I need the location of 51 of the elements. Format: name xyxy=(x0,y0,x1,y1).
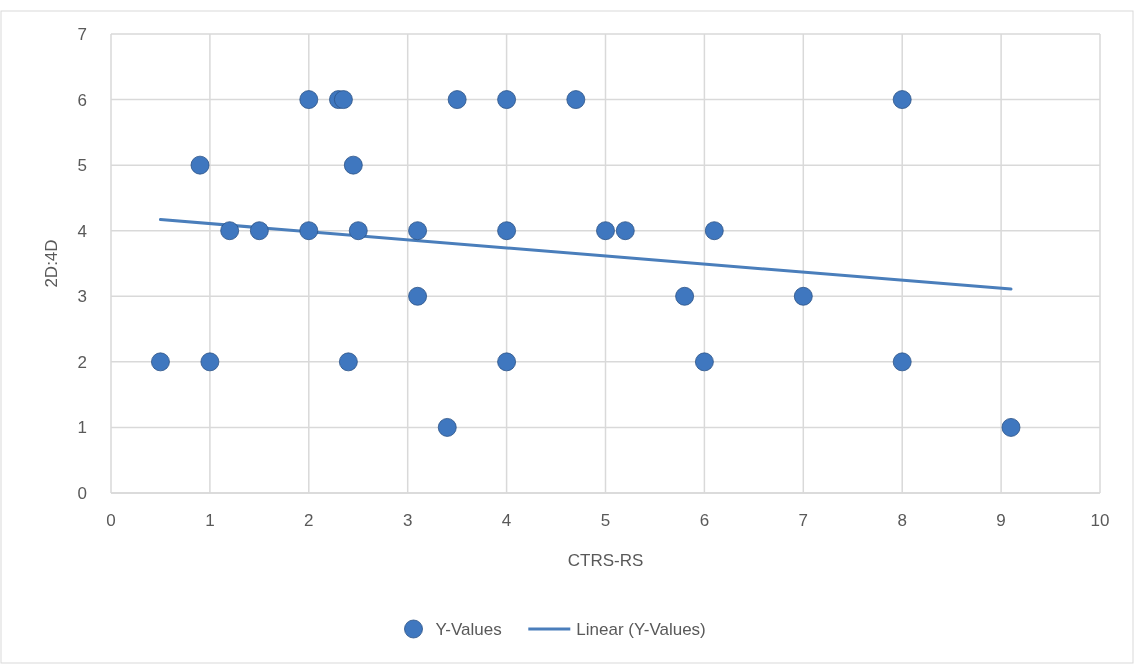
point xyxy=(566,90,586,109)
x-tick-label: 8 xyxy=(897,511,907,530)
x-tick-label: 10 xyxy=(1090,511,1110,530)
legend-label: Y-Values xyxy=(435,620,502,639)
x-tick-label: 4 xyxy=(501,511,512,530)
point xyxy=(497,352,516,372)
point xyxy=(200,352,220,372)
y-tick-label: 3 xyxy=(77,287,87,307)
point xyxy=(615,221,635,241)
y-tick-label: 6 xyxy=(77,90,87,110)
point xyxy=(793,286,813,306)
y-tick-label: 0 xyxy=(77,484,87,503)
x-tick-label: 5 xyxy=(600,511,611,530)
point xyxy=(220,221,240,241)
point xyxy=(338,352,358,372)
point xyxy=(892,352,912,372)
point xyxy=(447,90,467,109)
point xyxy=(343,155,363,175)
y-tick-label: 2 xyxy=(77,352,87,372)
point xyxy=(408,221,427,241)
y-tick-label: 7 xyxy=(77,25,87,44)
y-tick-label: 4 xyxy=(77,221,87,241)
point xyxy=(437,418,457,437)
point xyxy=(348,221,368,241)
point xyxy=(497,90,516,109)
y-tick-label: 5 xyxy=(77,156,87,176)
point xyxy=(408,286,427,306)
y-tick-label: 1 xyxy=(77,418,87,438)
x-tick-label: 3 xyxy=(402,511,413,530)
point xyxy=(299,221,319,241)
point xyxy=(249,221,269,241)
point xyxy=(334,90,353,109)
point xyxy=(1001,418,1021,437)
point xyxy=(892,90,912,109)
x-tick-label: 9 xyxy=(996,511,1006,530)
x-tick-label: 1 xyxy=(205,511,215,530)
point xyxy=(695,352,714,372)
y-axis-title: 2D:4D xyxy=(42,239,61,288)
point xyxy=(704,221,724,241)
x-tick-label: 2 xyxy=(304,511,314,530)
point xyxy=(190,155,210,175)
point xyxy=(675,286,695,306)
x-tick-label: 0 xyxy=(106,511,116,530)
x-tick-label: 7 xyxy=(798,511,809,530)
point xyxy=(596,221,615,241)
x-tick-label: 6 xyxy=(699,511,710,530)
point xyxy=(299,90,319,109)
point xyxy=(151,352,170,372)
legend-label: Linear (Y-Values) xyxy=(576,620,706,639)
x-axis-title: CTRS-RS xyxy=(567,551,644,570)
point xyxy=(497,221,516,241)
